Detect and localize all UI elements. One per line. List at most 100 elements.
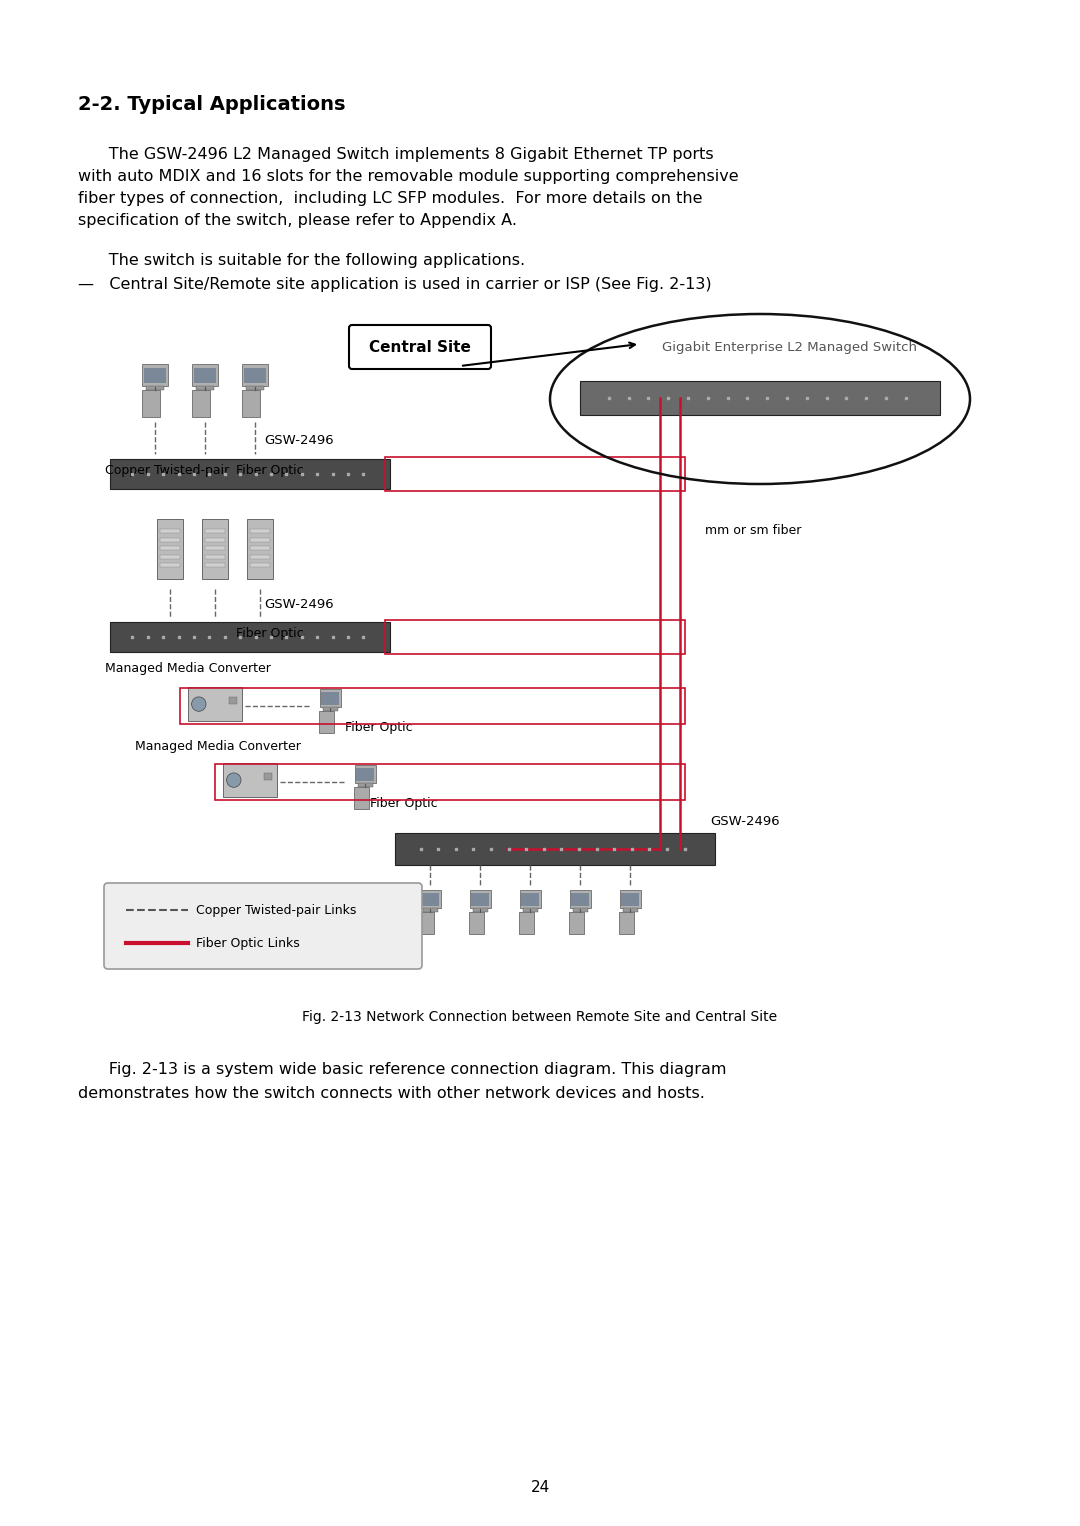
FancyBboxPatch shape — [569, 911, 584, 934]
FancyBboxPatch shape — [395, 833, 715, 865]
FancyBboxPatch shape — [421, 893, 438, 906]
Text: fiber types of connection,  including LC SFP modules.  For more details on the: fiber types of connection, including LC … — [78, 191, 702, 206]
Bar — [249, 563, 270, 568]
Text: demonstrates how the switch connects with other network devices and hosts.: demonstrates how the switch connects wit… — [78, 1087, 705, 1100]
Text: Fiber Optic: Fiber Optic — [370, 797, 437, 810]
Text: mm or sm fiber: mm or sm fiber — [705, 523, 801, 537]
FancyBboxPatch shape — [319, 711, 334, 734]
FancyBboxPatch shape — [242, 365, 268, 386]
Bar — [265, 774, 271, 780]
Bar — [384, 456, 685, 491]
Text: The GSW-2496 L2 Managed Switch implements 8 Gigabit Ethernet TP ports: The GSW-2496 L2 Managed Switch implement… — [78, 146, 714, 162]
Text: Fig. 2-13 is a system wide basic reference connection diagram. This diagram: Fig. 2-13 is a system wide basic referen… — [78, 1062, 727, 1077]
FancyBboxPatch shape — [469, 911, 484, 934]
Text: Fiber Optic: Fiber Optic — [345, 720, 413, 734]
Text: Managed Media Converter: Managed Media Converter — [105, 662, 271, 674]
FancyBboxPatch shape — [104, 884, 422, 969]
FancyBboxPatch shape — [141, 391, 160, 417]
FancyBboxPatch shape — [192, 365, 217, 386]
Text: with auto MDIX and 16 slots for the removable module supporting comprehensive: with auto MDIX and 16 slots for the remo… — [78, 169, 739, 185]
Bar — [160, 530, 180, 534]
Bar — [249, 546, 270, 551]
FancyBboxPatch shape — [419, 890, 441, 908]
FancyBboxPatch shape — [419, 911, 434, 934]
Text: Managed Media Converter: Managed Media Converter — [135, 740, 301, 752]
Text: Copper Twisted-pair Links: Copper Twisted-pair Links — [195, 903, 356, 917]
FancyBboxPatch shape — [222, 763, 276, 797]
Bar — [622, 908, 637, 911]
FancyBboxPatch shape — [349, 325, 491, 369]
Bar — [160, 546, 180, 551]
FancyBboxPatch shape — [188, 687, 242, 722]
Text: 2-2. Typical Applications: 2-2. Typical Applications — [78, 95, 346, 114]
Bar — [195, 386, 214, 391]
FancyBboxPatch shape — [521, 893, 539, 906]
Text: Gigabit Enterprise L2 Managed Switch: Gigabit Enterprise L2 Managed Switch — [662, 340, 918, 354]
Bar — [160, 563, 180, 568]
Bar — [160, 554, 180, 559]
Circle shape — [227, 772, 241, 787]
FancyBboxPatch shape — [354, 765, 376, 783]
Bar — [205, 563, 226, 568]
Text: Fiber Optic: Fiber Optic — [237, 464, 303, 478]
FancyBboxPatch shape — [621, 893, 639, 906]
Text: specification of the switch, please refer to Appendix A.: specification of the switch, please refe… — [78, 214, 517, 227]
Bar — [229, 697, 237, 705]
FancyBboxPatch shape — [519, 890, 540, 908]
FancyBboxPatch shape — [470, 890, 490, 908]
Text: —   Central Site/Remote site application is used in carrier or ISP (See Fig. 2-1: — Central Site/Remote site application i… — [78, 278, 712, 291]
FancyBboxPatch shape — [244, 368, 266, 383]
Bar — [249, 537, 270, 542]
FancyBboxPatch shape — [202, 519, 228, 578]
Bar — [205, 530, 226, 534]
FancyBboxPatch shape — [354, 787, 368, 809]
Bar — [249, 530, 270, 534]
Bar — [205, 546, 226, 551]
Text: Fiber Optic: Fiber Optic — [237, 627, 303, 639]
FancyBboxPatch shape — [518, 911, 534, 934]
Bar — [160, 537, 180, 542]
Text: GSW-2496: GSW-2496 — [710, 815, 780, 829]
FancyBboxPatch shape — [580, 382, 940, 415]
Bar — [180, 688, 685, 723]
Bar — [422, 908, 437, 911]
Bar — [523, 908, 538, 911]
FancyBboxPatch shape — [320, 690, 340, 707]
Text: Fiber Optic Links: Fiber Optic Links — [195, 937, 300, 949]
FancyBboxPatch shape — [145, 368, 166, 383]
Bar — [572, 908, 588, 911]
Bar — [215, 765, 685, 800]
Circle shape — [191, 697, 206, 711]
FancyBboxPatch shape — [620, 890, 640, 908]
FancyBboxPatch shape — [356, 768, 374, 781]
Text: 24: 24 — [530, 1480, 550, 1495]
Text: Central Site: Central Site — [369, 339, 471, 354]
Bar — [249, 554, 270, 559]
FancyBboxPatch shape — [110, 459, 390, 488]
FancyBboxPatch shape — [571, 893, 589, 906]
FancyBboxPatch shape — [194, 368, 216, 383]
FancyBboxPatch shape — [471, 893, 489, 906]
Text: The switch is suitable for the following applications.: The switch is suitable for the following… — [78, 253, 525, 269]
Bar — [473, 908, 487, 911]
Text: Copper Twisted-pair: Copper Twisted-pair — [105, 464, 229, 478]
Text: GSW-2496: GSW-2496 — [264, 435, 334, 447]
FancyBboxPatch shape — [619, 911, 634, 934]
FancyBboxPatch shape — [569, 890, 591, 908]
FancyBboxPatch shape — [247, 519, 273, 578]
FancyBboxPatch shape — [242, 391, 259, 417]
FancyBboxPatch shape — [143, 365, 167, 386]
Text: GSW-2496: GSW-2496 — [264, 598, 334, 610]
FancyBboxPatch shape — [110, 623, 390, 652]
Bar — [146, 386, 164, 391]
Bar — [205, 554, 226, 559]
Bar — [357, 783, 373, 787]
FancyBboxPatch shape — [321, 691, 339, 705]
Bar — [205, 537, 226, 542]
FancyBboxPatch shape — [191, 391, 210, 417]
FancyBboxPatch shape — [158, 519, 183, 578]
Bar — [323, 707, 337, 711]
Bar — [246, 386, 264, 391]
Bar — [384, 620, 685, 655]
Text: Fig. 2-13 Network Connection between Remote Site and Central Site: Fig. 2-13 Network Connection between Rem… — [302, 1010, 778, 1024]
